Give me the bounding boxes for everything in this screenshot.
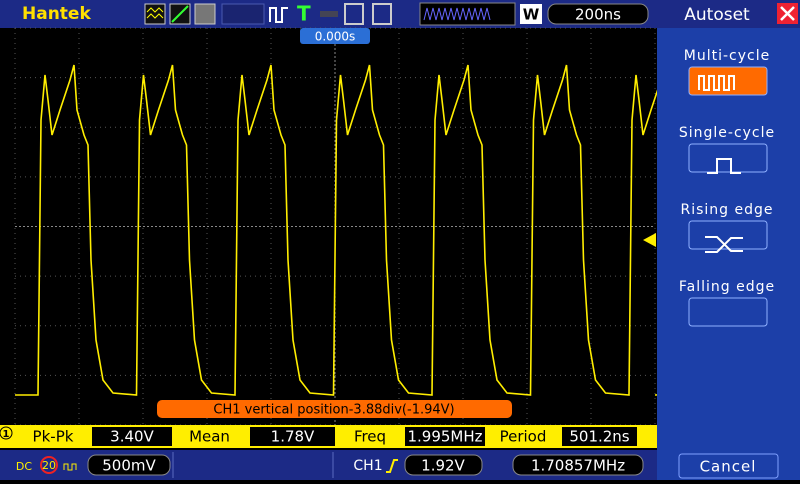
measure-value-box (405, 427, 485, 446)
icon-save[interactable] (344, 3, 364, 25)
level-box (404, 454, 483, 476)
panel-title: Autoset (684, 5, 750, 25)
panel-header (657, 0, 800, 28)
measure-value: 501.2ns (569, 428, 629, 446)
trigger-source: CH1 (353, 458, 382, 474)
measure-value: 1.995MHz (407, 428, 482, 446)
option-label: Rising edge (680, 202, 773, 218)
icon-pulse[interactable] (269, 7, 288, 23)
trigger-level-marker (643, 233, 656, 247)
measurements: Pk-Pk 3.40V Mean 1.78V Freq 1.995MHz Period 501… (33, 427, 637, 446)
measure-label: Pk-Pk (33, 428, 74, 446)
trigger-mode: W (523, 6, 540, 24)
coupling: DC (16, 460, 32, 473)
memory-wave (423, 7, 491, 21)
message: CH1 vertical position-3.88div(-1.94V) (213, 403, 454, 418)
trigger-mode-box (520, 4, 542, 24)
trigger-edge-icon (386, 459, 398, 473)
channel-badge (0, 426, 13, 440)
measure-label: Period (500, 428, 547, 446)
option-icon (705, 236, 743, 252)
trigger-level: 1.92V (421, 457, 465, 475)
measure-value-box (92, 427, 172, 446)
option-icon (698, 75, 735, 91)
measure-value: 1.78V (271, 428, 315, 446)
measure-label: Mean (189, 428, 230, 446)
icon-wave (146, 7, 164, 19)
timebase: 200ns (575, 6, 621, 24)
bw-limit: 20 (42, 459, 56, 472)
options: Multi-cycle Single-cycle Rising edge Fallin… (679, 48, 775, 327)
trigger-freq: 1.70857MHz (531, 457, 625, 475)
brand: Hantek (22, 4, 91, 24)
close-icon (780, 6, 795, 21)
waveform (15, 64, 706, 396)
icon-slot (221, 3, 265, 25)
time-offset-box (300, 28, 370, 44)
icon (320, 11, 338, 17)
message-box (157, 400, 512, 418)
measure-value-box (562, 427, 637, 446)
option-button[interactable] (688, 220, 768, 250)
cancel-button[interactable] (678, 453, 779, 479)
measure-value-box (250, 427, 335, 446)
measure-label: Freq (354, 428, 386, 446)
option-button[interactable] (688, 297, 768, 327)
bw-limit-icon (40, 456, 58, 474)
cancel-label: Cancel (700, 458, 757, 476)
icon (144, 3, 166, 25)
timebase-box (547, 3, 649, 25)
option-icon (707, 158, 741, 174)
icon-line (171, 5, 189, 23)
volts-box (87, 454, 171, 476)
option-label: Single-cycle (679, 125, 775, 141)
icon-probe (63, 463, 77, 471)
freq-box (512, 454, 644, 476)
option-label: Multi-cycle (684, 48, 770, 64)
volts-div: 500mV (102, 457, 156, 475)
option-label: Falling edge (679, 279, 775, 295)
channel-number: 1 (3, 429, 10, 440)
time-offset: 0.000s (315, 30, 356, 44)
icon-print[interactable] (372, 3, 392, 25)
icon-t[interactable]: T (297, 2, 311, 26)
icon (194, 3, 216, 25)
measure-value: 3.40V (110, 428, 154, 446)
